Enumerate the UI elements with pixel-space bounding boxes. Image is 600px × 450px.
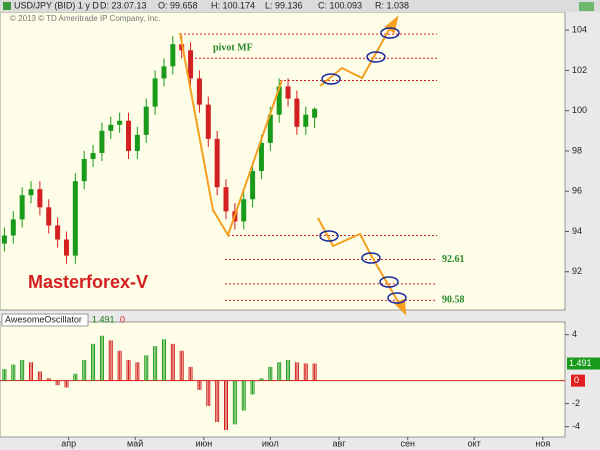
candle-body bbox=[37, 189, 43, 208]
indicator-box bbox=[1, 313, 89, 327]
watermark: Masterforex-V bbox=[28, 272, 148, 292]
candle-body bbox=[205, 104, 211, 139]
candle-body bbox=[10, 219, 16, 236]
menu-icon[interactable] bbox=[3, 2, 11, 10]
candle-body bbox=[72, 181, 78, 256]
y-tick-label: -2 bbox=[572, 398, 580, 408]
marker bbox=[321, 73, 341, 85]
candle-body bbox=[188, 50, 194, 79]
pivot-label: pivot MF bbox=[213, 42, 253, 53]
candle-body bbox=[312, 108, 318, 118]
header-field: R: 1.038 bbox=[375, 0, 409, 10]
x-tick-label: апр bbox=[61, 438, 76, 448]
candle-body bbox=[19, 195, 25, 220]
candle-body bbox=[63, 239, 69, 256]
candle-body bbox=[258, 142, 264, 172]
y-tick-label: 96 bbox=[572, 186, 582, 196]
value-badge bbox=[567, 357, 600, 370]
marker bbox=[379, 276, 399, 288]
candle-body bbox=[55, 225, 61, 240]
corner-button[interactable] bbox=[579, 2, 594, 11]
candle-body bbox=[241, 199, 247, 222]
candle-body bbox=[99, 130, 105, 153]
x-tick-label: июл bbox=[262, 438, 279, 448]
candle-body bbox=[126, 120, 132, 151]
zero-badge bbox=[571, 374, 585, 387]
candle-body bbox=[276, 86, 282, 115]
indicator-value: 1.491 bbox=[92, 314, 115, 324]
y-tick-label: 0 bbox=[574, 375, 579, 385]
candle-body bbox=[214, 138, 220, 188]
candle-body bbox=[267, 114, 273, 143]
candle-body bbox=[134, 134, 140, 151]
marker bbox=[366, 51, 386, 63]
price-panel bbox=[0, 11, 566, 311]
candle-body bbox=[223, 187, 229, 212]
level-label: 90.58 bbox=[442, 295, 465, 306]
candle-body bbox=[143, 106, 149, 135]
header-field: D: 23.07.13 bbox=[100, 0, 147, 10]
x-tick-label: сен bbox=[400, 438, 415, 448]
x-tick-label: май bbox=[127, 438, 143, 448]
header-field: O: 99.658 bbox=[158, 0, 198, 10]
indicator-name: AwesomeOscillator bbox=[5, 314, 82, 324]
zigzag-line bbox=[179, 32, 283, 238]
y-tick-label: 102 bbox=[572, 65, 587, 75]
candle-body bbox=[46, 207, 52, 226]
marker bbox=[361, 252, 381, 264]
header-field: L: 99.136 bbox=[265, 0, 303, 10]
header-field: C: 100.093 bbox=[318, 0, 362, 10]
candle-body bbox=[108, 124, 114, 131]
header-bar bbox=[0, 0, 600, 12]
projection-up bbox=[319, 27, 391, 87]
candle-body bbox=[1, 235, 7, 244]
markers bbox=[319, 27, 407, 304]
candle-body bbox=[294, 98, 300, 127]
candle-body bbox=[303, 114, 309, 127]
y-tick-label: 100 bbox=[572, 105, 587, 115]
value-badge-label: 1.491 bbox=[569, 358, 592, 368]
copyright: © 2013 © TD Ameritrade IP Company, Inc. bbox=[10, 14, 161, 23]
marker bbox=[380, 27, 400, 39]
candle-body bbox=[196, 78, 202, 105]
candle-body bbox=[170, 44, 176, 67]
indicator-zero: 0 bbox=[120, 314, 125, 324]
x-tick-label: июн bbox=[195, 438, 212, 448]
y-tick-label: 104 bbox=[572, 24, 587, 34]
header-field: USD/JPY (BID) 1 у D bbox=[14, 0, 99, 10]
marker bbox=[387, 292, 407, 304]
y-tick-label: -4 bbox=[572, 421, 580, 431]
header-field: H: 100.174 bbox=[211, 0, 255, 10]
candles bbox=[1, 36, 318, 264]
candle-body bbox=[81, 158, 87, 182]
candle-body bbox=[90, 152, 96, 159]
candle-body bbox=[250, 171, 256, 200]
projection-down bbox=[317, 217, 401, 306]
marker bbox=[319, 230, 339, 242]
candle-body bbox=[28, 189, 34, 196]
header: USD/JPY (BID) 1 у D D: 23.07.13 O: 99.658 H… bbox=[14, 0, 409, 10]
oscillator-panel bbox=[0, 321, 566, 438]
candle-body bbox=[285, 86, 291, 99]
level-label: 92.61 bbox=[442, 254, 465, 265]
candle-body bbox=[117, 120, 123, 125]
y-tick-label: 94 bbox=[572, 226, 582, 236]
x-tick-label: окт bbox=[468, 438, 481, 448]
candle-body bbox=[161, 66, 167, 79]
x-tick-label: ноя bbox=[535, 438, 550, 448]
candle-body bbox=[152, 78, 158, 107]
y-tick-label: 92 bbox=[572, 266, 582, 276]
y-tick-label: 4 bbox=[572, 329, 577, 339]
x-tick-label: авг bbox=[332, 438, 346, 448]
y-tick-label: 98 bbox=[572, 145, 582, 155]
